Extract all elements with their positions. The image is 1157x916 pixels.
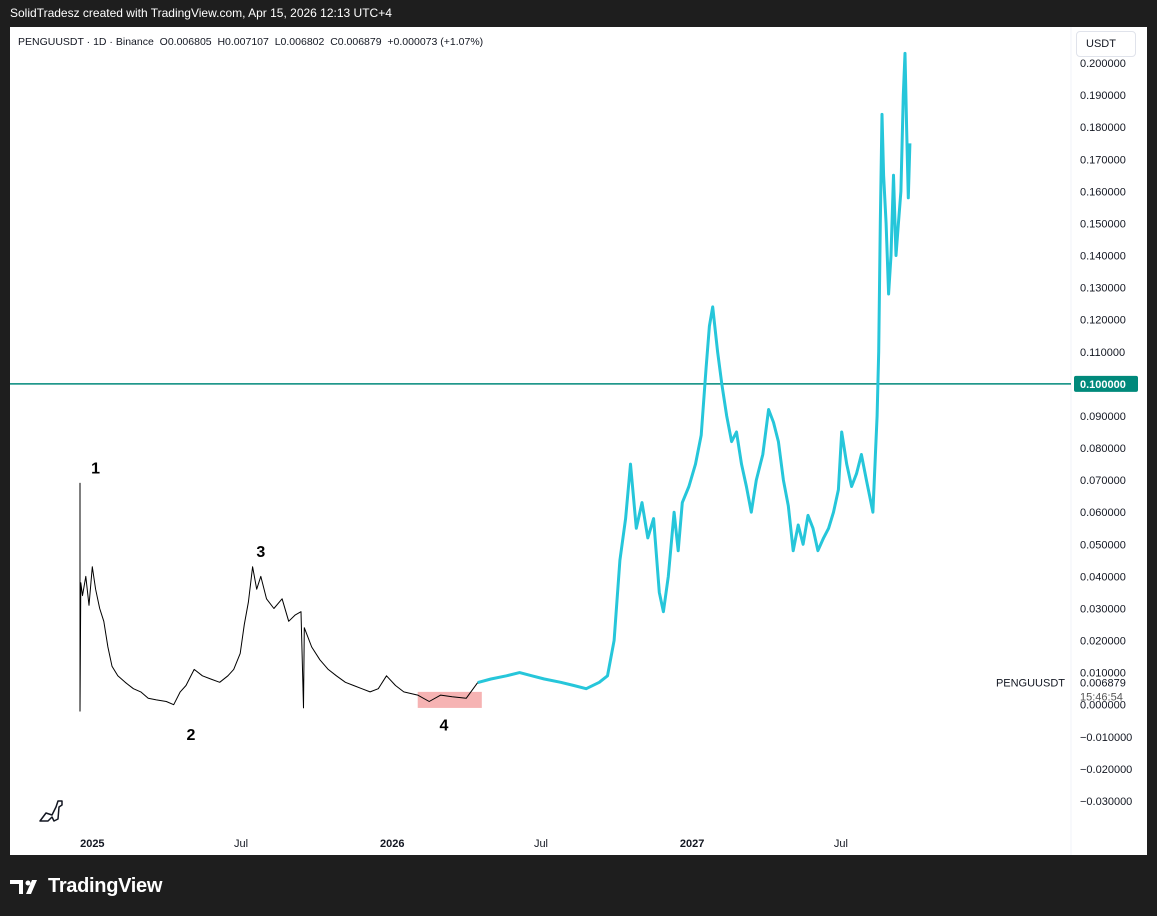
chart-panel[interactable]: 0.200000 0.190000 0.180000 0.170000 0.160000… bbox=[10, 27, 1147, 855]
y-tick-label: 0.110000 bbox=[1080, 347, 1125, 359]
y-tick-label: 0.140000 bbox=[1080, 251, 1126, 263]
y-tick-label: −0.010000 bbox=[1080, 732, 1132, 744]
y-tick-label: 0.050000 bbox=[1080, 539, 1126, 551]
price-scale-unit-button[interactable]: USDT bbox=[1076, 31, 1136, 57]
y-tick-label: 0.010000 bbox=[1080, 668, 1126, 680]
legend-symbol: PENGUUSDT bbox=[18, 36, 84, 48]
legend-change: +0.000073 (+1.07%) bbox=[387, 36, 484, 48]
wave-label: 4 bbox=[440, 717, 449, 734]
x-tick-label: Jul bbox=[834, 838, 848, 850]
y-tick-label: 0.150000 bbox=[1080, 218, 1126, 230]
legend-open: O0.006805 bbox=[159, 36, 212, 48]
y-tick-label: 0.180000 bbox=[1080, 122, 1126, 134]
tradingview-brand-text: TradingView bbox=[48, 875, 163, 897]
bar-countdown: 15:46:54 bbox=[1080, 692, 1123, 704]
y-tick-label: 0.170000 bbox=[1080, 154, 1126, 166]
y-tick-label: 0.120000 bbox=[1080, 315, 1126, 327]
y-tick-label: 0.040000 bbox=[1080, 571, 1126, 583]
chart-attribution: SolidTradesz created with TradingView.co… bbox=[10, 6, 392, 20]
legend-interval: 1D bbox=[93, 36, 107, 48]
symbol-legend: PENGUUSDT · 1D · Binance O0.006805 H0.00… bbox=[18, 36, 484, 48]
x-tick-label: 2026 bbox=[380, 838, 404, 850]
horizontal-level-label: 0.100000 bbox=[1080, 379, 1126, 391]
last-price-value: 0.006879 bbox=[1080, 678, 1126, 690]
y-tick-label: 0.070000 bbox=[1080, 475, 1126, 487]
y-tick-label: 0.090000 bbox=[1080, 411, 1126, 423]
price-chart[interactable]: 0.200000 0.190000 0.180000 0.170000 0.160000… bbox=[10, 27, 1147, 855]
tradingview-mark-icon bbox=[10, 879, 37, 894]
y-tick-label: −0.030000 bbox=[1080, 796, 1132, 808]
wave-label: 2 bbox=[186, 727, 195, 744]
x-tick-label: Jul bbox=[234, 838, 248, 850]
y-tick-label: 0.190000 bbox=[1080, 90, 1126, 102]
projection-price-line[interactable] bbox=[477, 51, 912, 691]
legend-close: C0.006879 bbox=[330, 36, 382, 48]
legend-exchange: Binance bbox=[115, 36, 154, 48]
y-tick-label: 0.060000 bbox=[1080, 507, 1126, 519]
x-tick-label: 2025 bbox=[80, 838, 104, 850]
last-price-symbol: PENGUUSDT bbox=[996, 678, 1065, 690]
x-tick-label: 2027 bbox=[680, 838, 704, 850]
wave-label: 3 bbox=[256, 544, 265, 561]
y-tick-label: 0.020000 bbox=[1080, 636, 1126, 648]
x-tick-label: Jul bbox=[534, 838, 548, 850]
tradingview-logo[interactable]: TradingView bbox=[10, 875, 162, 898]
y-tick-label: −0.020000 bbox=[1080, 764, 1132, 776]
horizontal-level-badge bbox=[1074, 375, 1138, 392]
y-tick-label: 0.130000 bbox=[1080, 283, 1126, 295]
highlight-zone bbox=[417, 691, 482, 708]
legend-high: H0.007107 bbox=[217, 36, 269, 48]
dino-icon bbox=[39, 800, 63, 822]
y-tick-label: 0.080000 bbox=[1080, 443, 1126, 455]
y-tick-label: 0.000000 bbox=[1080, 700, 1126, 712]
y-tick-label: 0.160000 bbox=[1080, 186, 1126, 198]
legend-low: L0.006802 bbox=[274, 36, 325, 48]
wave-label: 1 bbox=[91, 461, 100, 478]
y-tick-label: 0.200000 bbox=[1080, 58, 1126, 70]
historical-price-line[interactable] bbox=[79, 482, 479, 712]
y-tick-label: 0.030000 bbox=[1080, 603, 1126, 615]
